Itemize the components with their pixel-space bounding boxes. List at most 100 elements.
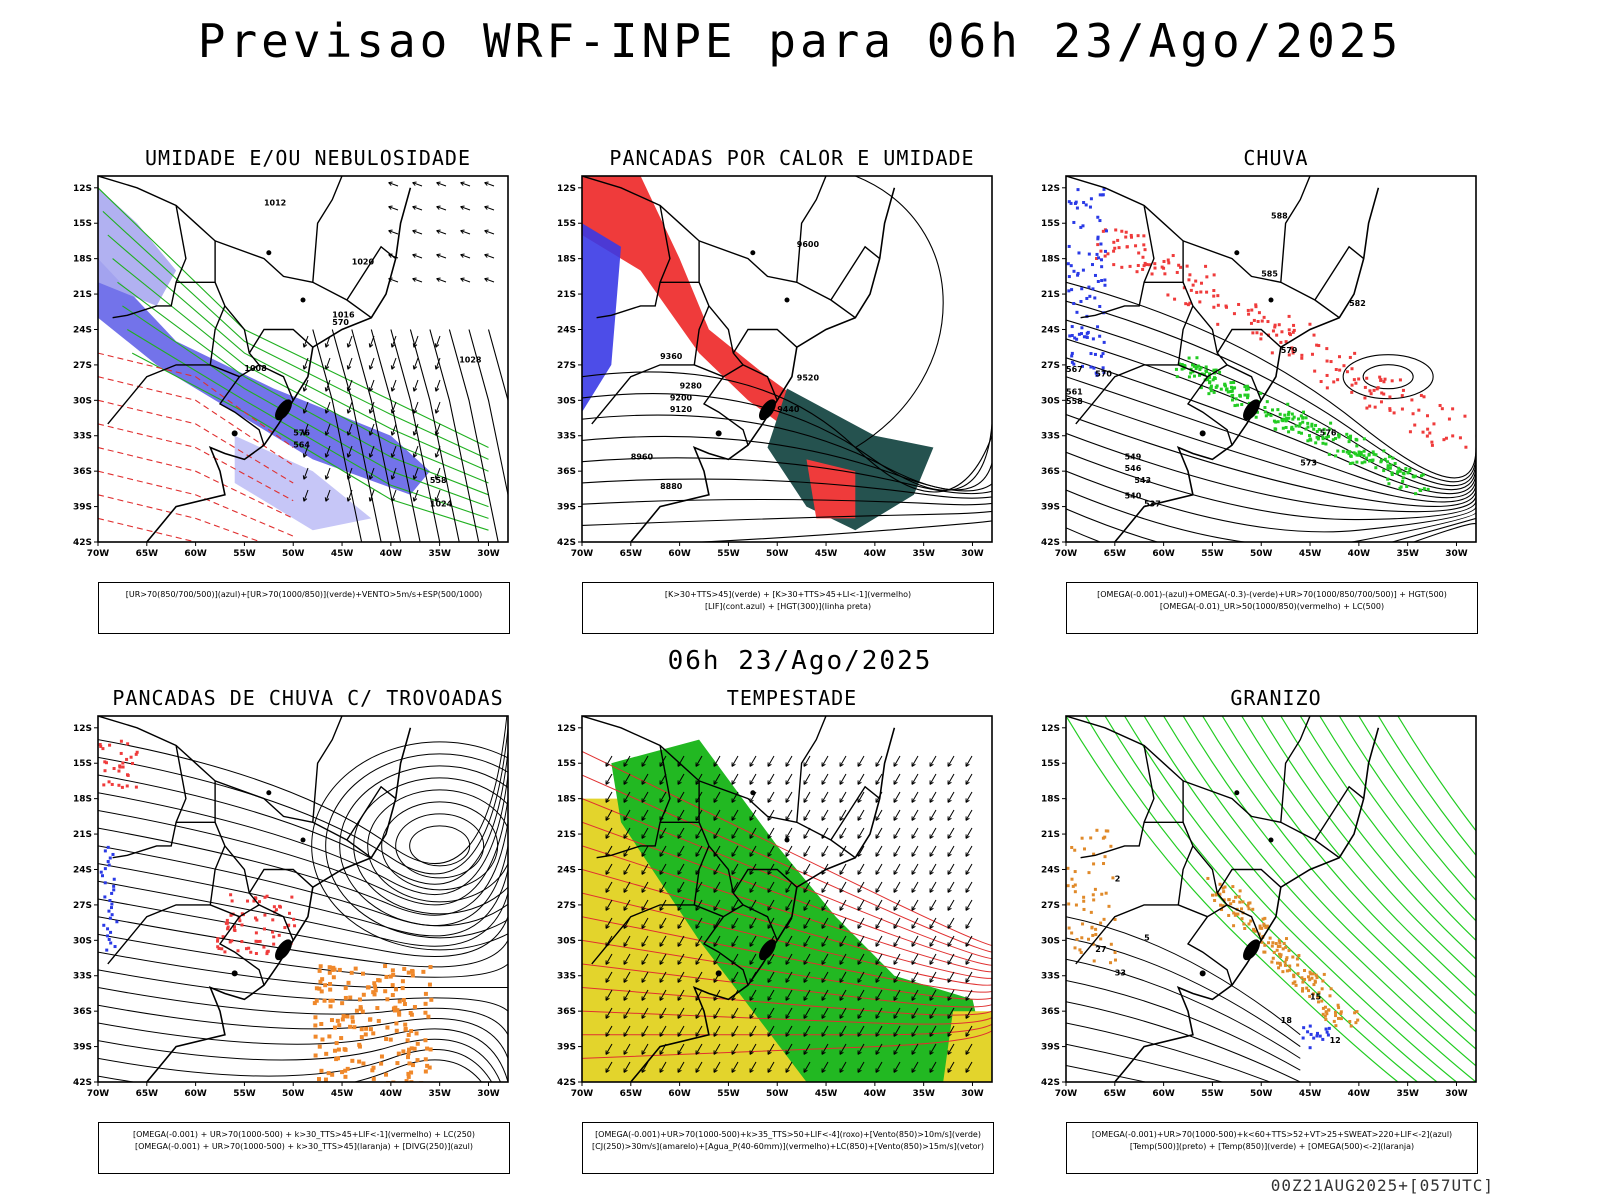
rain-green xyxy=(1324,442,1328,446)
temp500-contour xyxy=(1066,1022,1272,1082)
wind-vector xyxy=(677,971,685,983)
wind-vector xyxy=(435,357,441,370)
wind-vector xyxy=(839,780,844,785)
storm-orange xyxy=(327,970,332,975)
wind-vector xyxy=(659,791,667,803)
storm-red xyxy=(258,939,262,943)
plot-frame xyxy=(97,715,509,1083)
rain-green xyxy=(1180,363,1184,367)
temp500-contour xyxy=(1066,1001,1301,1082)
omega-orange xyxy=(1247,907,1251,911)
rain-red xyxy=(1363,385,1367,389)
contour-label: 9520 xyxy=(797,373,820,382)
contour-label: 1028 xyxy=(459,356,482,365)
rain-red xyxy=(1216,322,1220,326)
rain-red xyxy=(1401,388,1405,392)
wind-vector xyxy=(929,978,934,983)
storm-orange xyxy=(429,997,434,1002)
rain-green xyxy=(1213,376,1217,380)
wind-vector xyxy=(659,1025,667,1037)
wind-vector xyxy=(839,1068,844,1073)
wind-vector xyxy=(767,888,772,893)
wind-vector xyxy=(965,996,970,1001)
wind-vector xyxy=(785,881,793,893)
wind-vector xyxy=(893,1068,898,1073)
rain-blue xyxy=(1085,296,1089,300)
reservoir-marker xyxy=(266,790,272,796)
rain-red xyxy=(1099,249,1103,253)
wind-vector xyxy=(857,917,865,929)
omega-orange xyxy=(1109,961,1113,965)
rain-green xyxy=(1284,419,1288,423)
streamline xyxy=(98,916,508,968)
wind-vector xyxy=(623,899,631,911)
wind-vector xyxy=(623,1014,628,1019)
omega-orange xyxy=(1311,992,1315,996)
rain-red xyxy=(1113,246,1117,250)
reservoir-marker xyxy=(1268,297,1274,303)
wind-vector xyxy=(929,755,937,767)
storm-red xyxy=(131,761,135,765)
omega-orange xyxy=(1099,937,1103,941)
contour-label: 8960 xyxy=(631,452,654,461)
wind-vector xyxy=(947,870,952,875)
rain-red xyxy=(1342,364,1346,368)
wind-vector xyxy=(821,791,829,803)
rain-green xyxy=(1209,384,1213,388)
lon-tick-label: 60W xyxy=(1152,1089,1175,1099)
rain-blue xyxy=(1070,325,1074,329)
rain-blue xyxy=(1096,325,1100,329)
rain-blue xyxy=(1096,235,1100,239)
wind-vector xyxy=(390,497,396,502)
wind-vector xyxy=(302,431,308,436)
rain-green xyxy=(1422,487,1426,491)
wind-vector xyxy=(659,834,664,839)
rain-green xyxy=(1386,464,1390,468)
rain-blue xyxy=(1103,249,1107,253)
rain-blue xyxy=(1098,334,1102,338)
wind-vector xyxy=(875,942,880,947)
rain-green xyxy=(1235,403,1239,407)
wind-vector xyxy=(803,917,811,929)
wind-vector xyxy=(412,253,417,258)
storm-red xyxy=(126,773,130,777)
storm-orange xyxy=(371,1031,376,1036)
storm-orange xyxy=(402,966,407,971)
wind-vector xyxy=(677,780,682,785)
omega-orange xyxy=(1336,1003,1340,1007)
wind-vector xyxy=(368,387,374,392)
rain-green xyxy=(1308,438,1312,442)
omega-orange xyxy=(1231,885,1235,889)
wind-vector xyxy=(857,780,862,785)
temp500-contour xyxy=(1066,916,1301,1036)
rain-red xyxy=(1166,293,1170,297)
wind-vector xyxy=(347,335,353,348)
rain-red xyxy=(1251,331,1255,335)
rain-blue xyxy=(1072,220,1076,224)
wind-vector xyxy=(605,1061,613,1073)
lat-tick-label: 24S xyxy=(1041,865,1060,875)
wind-vector xyxy=(767,773,775,785)
wind-vector xyxy=(857,834,862,839)
wind-vector xyxy=(875,1068,880,1073)
wind-vector xyxy=(436,277,441,282)
rain-green xyxy=(1208,380,1212,384)
rain-green xyxy=(1316,437,1320,441)
lat-tick-label: 33S xyxy=(73,972,92,982)
rain-green xyxy=(1187,356,1191,360)
geopotential-contour xyxy=(1066,470,1476,533)
contour-label: 27 xyxy=(1095,945,1106,954)
wind-vector xyxy=(929,1043,937,1055)
wind-vector xyxy=(767,996,772,1001)
wind-vector xyxy=(388,182,399,187)
storm-orange xyxy=(372,981,377,986)
border-line xyxy=(1216,868,1282,894)
border-line xyxy=(830,245,881,301)
border-line xyxy=(596,821,700,859)
wind-vector xyxy=(803,863,811,875)
wind-vector xyxy=(767,1007,775,1019)
wind-vector xyxy=(929,924,934,929)
wind-vector xyxy=(677,989,685,1001)
border-line xyxy=(258,904,294,941)
instability-darkteal xyxy=(767,388,934,531)
